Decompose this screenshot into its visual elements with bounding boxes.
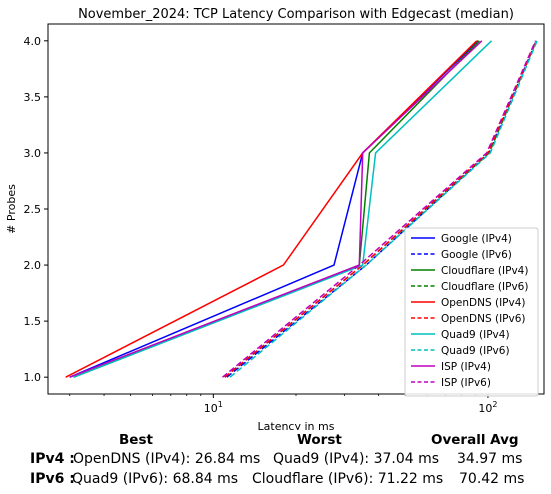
series-line-4 xyxy=(65,40,478,378)
ipv4-best: OpenDNS (IPv4): 26.84 ms xyxy=(73,451,261,467)
row-label-ipv6: IPv6 : xyxy=(30,471,75,487)
header-overall-avg: Overall Avg xyxy=(431,432,519,448)
row-label-ipv4: IPv4 : xyxy=(30,451,75,467)
x-axis-label: Latency in ms xyxy=(258,420,335,430)
y-axis-label: # Probes xyxy=(5,184,18,234)
ipv4-worst: Quad9 (IPv4): 37.04 ms xyxy=(273,451,440,467)
legend-label: ISP (IPv6) xyxy=(441,377,491,389)
legend-label: Cloudflare (IPv6) xyxy=(441,281,528,293)
legend: Google (IPv4) Google (IPv6) Cloudflare (IP… xyxy=(404,227,539,397)
y-tick-label: 2.5 xyxy=(24,203,42,216)
legend-label: OpenDNS (IPv6) xyxy=(441,313,526,325)
series-line-8 xyxy=(69,40,483,378)
legend-label: Google (IPv4) xyxy=(441,233,512,245)
legend-label: Cloudflare (IPv4) xyxy=(441,265,528,277)
series-line-9 xyxy=(222,40,537,378)
ipv6-best: Quad9 (IPv6): 68.84 ms xyxy=(72,471,239,487)
y-tick-label: 4.0 xyxy=(24,35,42,48)
y-tick-label: 2.0 xyxy=(24,259,42,272)
legend-label: Quad9 (IPv4) xyxy=(441,329,510,341)
y-tick-label: 3.5 xyxy=(24,91,42,104)
chart-title: November_2024: TCP Latency Comparison wi… xyxy=(78,7,514,22)
y-tick-label: 1.5 xyxy=(24,315,42,328)
summary-table: Best Worst Overall Avg IPv4 : OpenDNS (I… xyxy=(0,428,551,494)
x-tick-label: 101 xyxy=(204,400,223,415)
legend-label: ISP (IPv4) xyxy=(441,361,491,373)
series-line-5 xyxy=(224,40,537,378)
series-line-6 xyxy=(73,40,493,378)
x-tick-label: 102 xyxy=(478,400,497,415)
legend-box xyxy=(404,227,539,397)
header-best: Best xyxy=(119,432,153,448)
legend-label: Quad9 (IPv6) xyxy=(441,345,510,357)
legend-label: Google (IPv6) xyxy=(441,249,512,261)
ipv6-avg: 70.42 ms xyxy=(459,471,525,487)
ipv6-worst: Cloudflare (IPv6): 71.22 ms xyxy=(252,471,444,487)
latency-chart: November_2024: TCP Latency Comparison wi… xyxy=(5,7,545,430)
header-worst: Worst xyxy=(297,432,342,448)
legend-label: OpenDNS (IPv4) xyxy=(441,297,526,309)
y-tick-label: 1.0 xyxy=(24,371,42,384)
y-tick-label: 3.0 xyxy=(24,147,42,160)
ipv4-avg: 34.97 ms xyxy=(457,451,523,467)
